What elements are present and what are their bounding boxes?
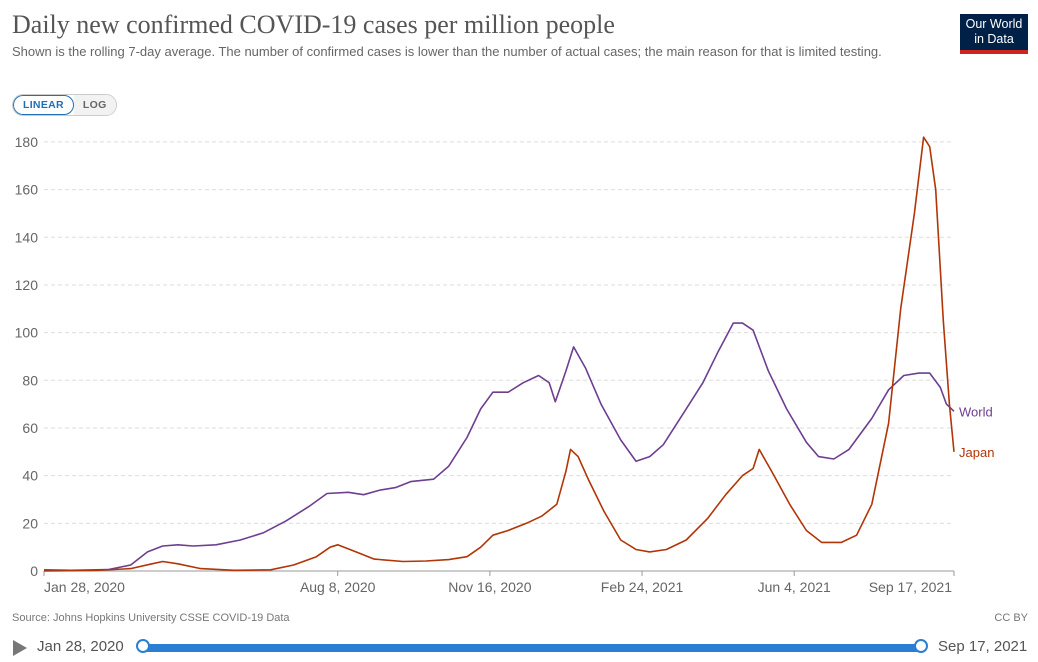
x-axis-ticks: Jan 28, 2020 Aug 8, 2020 Nov 16, 2020 Feb 2…: [43, 571, 955, 595]
x-tick-label: Jan 28, 2020: [44, 579, 125, 595]
logo-line-2: in Data: [974, 32, 1014, 46]
y-tick-label: 100: [15, 325, 39, 341]
series-lines: [43, 136, 955, 572]
x-tick-label: Aug 8, 2020: [300, 579, 376, 595]
series-line-japan[interactable]: [43, 136, 955, 572]
x-tick-label: Sep 17, 2021: [869, 579, 953, 595]
source-note[interactable]: Source: Johns Hopkins University CSSE CO…: [12, 612, 290, 624]
y-tick-label: 120: [15, 277, 39, 293]
y-tick-label: 0: [30, 563, 38, 579]
series-label-japan[interactable]: Japan: [959, 445, 994, 460]
linear-scale-button[interactable]: LINEAR: [13, 95, 74, 115]
y-tick-label: 140: [15, 229, 39, 245]
timeline: Jan 28, 2020 Sep 17, 2021: [0, 636, 1038, 660]
timeline-start-label: Jan 28, 2020: [37, 638, 124, 655]
play-icon[interactable]: [13, 640, 27, 656]
chart-title: Daily new confirmed COVID-19 cases per m…: [12, 10, 615, 39]
logo-line-1: Our World: [965, 17, 1023, 31]
series-end-labels: World Japan: [959, 404, 994, 460]
chart-subtitle: Shown is the rolling 7-day average. The …: [12, 44, 882, 59]
owid-logo[interactable]: Our World in Data: [960, 14, 1028, 54]
y-tick-label: 80: [22, 372, 38, 388]
timeline-end-handle[interactable]: [914, 639, 928, 653]
series-label-world[interactable]: World: [959, 404, 993, 419]
y-tick-label: 180: [15, 134, 39, 150]
y-axis-ticks: 0 20 40 60 80 100 120 140 160 180: [15, 134, 39, 579]
license-note[interactable]: CC BY: [994, 612, 1028, 624]
timeline-end-label: Sep 17, 2021: [938, 638, 1028, 655]
log-scale-button[interactable]: LOG: [73, 95, 116, 115]
scale-toggle: LINEAR LOG: [12, 94, 117, 116]
timeline-start-handle[interactable]: [136, 639, 150, 653]
x-tick-label: Jun 4, 2021: [758, 579, 831, 595]
x-tick-label: Nov 16, 2020: [448, 579, 531, 595]
timeline-track[interactable]: [143, 644, 921, 652]
line-chart: 0 20 40 60 80 100 120 140 160 180 Jan 28, 2020 Aug…: [15, 134, 995, 595]
y-tick-label: 40: [22, 468, 38, 484]
x-tick-label: Feb 24, 2021: [601, 579, 684, 595]
grid-lines: [44, 141, 954, 572]
y-tick-label: 20: [22, 515, 38, 531]
y-tick-label: 160: [15, 182, 39, 198]
series-line-world[interactable]: [43, 322, 955, 572]
y-tick-label: 60: [22, 420, 38, 436]
